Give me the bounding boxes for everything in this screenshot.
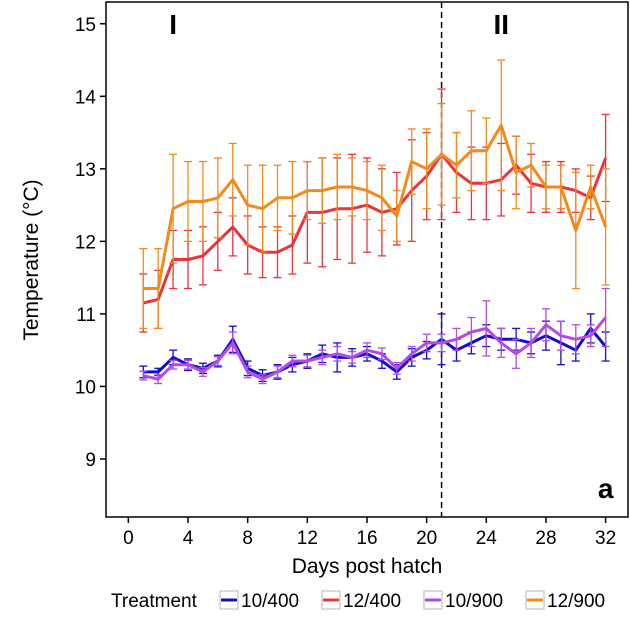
series-10-900 bbox=[139, 287, 610, 385]
x-tick-label: 24 bbox=[476, 528, 498, 549]
y-tick-label: 10 bbox=[75, 377, 96, 398]
legend-item-label: 10/400 bbox=[241, 591, 299, 612]
x-tick-label: 12 bbox=[297, 528, 318, 549]
y-tick-label: 15 bbox=[75, 15, 96, 36]
x-tick-label: 0 bbox=[123, 528, 134, 549]
y-tick-label: 12 bbox=[75, 232, 96, 253]
x-tick-label: 28 bbox=[535, 528, 556, 549]
legend: Treatment 10/400 12/400 10/900 12/900 bbox=[111, 590, 605, 612]
y-tick-label: 11 bbox=[76, 305, 96, 326]
y-tick-label: 9 bbox=[85, 450, 96, 471]
panel-annotation: a bbox=[598, 473, 614, 504]
legend-item-label: 10/900 bbox=[445, 591, 503, 612]
y-tick-label: 13 bbox=[75, 160, 96, 181]
panel-annotation: II bbox=[493, 9, 509, 40]
x-axis-label: Days post hatch bbox=[292, 555, 443, 578]
legend-item-label: 12/400 bbox=[343, 591, 401, 612]
series-line bbox=[142, 316, 607, 381]
x-tick-label: 4 bbox=[183, 528, 194, 549]
series-12-900 bbox=[139, 59, 610, 330]
x-tick-label: 20 bbox=[416, 528, 437, 549]
series-line bbox=[142, 152, 608, 305]
legend-item-label: 12/900 bbox=[547, 591, 605, 612]
series-line bbox=[143, 123, 608, 290]
legend-title: Treatment bbox=[111, 591, 198, 612]
y-tick-label: 14 bbox=[75, 87, 97, 108]
x-tick-label: 16 bbox=[356, 528, 377, 549]
x-tick-label: 8 bbox=[242, 528, 253, 549]
y-axis-label: Temperature (°C) bbox=[20, 179, 43, 340]
x-tick-label: 32 bbox=[595, 528, 616, 549]
panel-annotation: I bbox=[169, 9, 177, 40]
